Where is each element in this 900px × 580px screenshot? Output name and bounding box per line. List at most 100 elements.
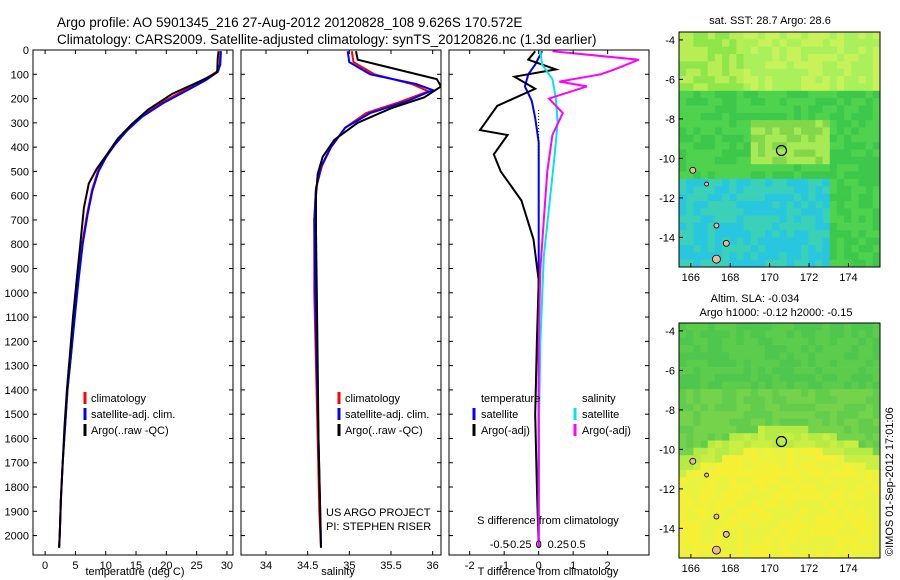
- map-cell: [729, 259, 737, 268]
- map-cell: [808, 352, 816, 361]
- map-cell: [729, 105, 737, 114]
- top-tick-label: 0.5: [570, 539, 585, 551]
- map-cell: [851, 403, 859, 412]
- map-cell: [700, 521, 709, 529]
- map-cell: [851, 425, 859, 434]
- map-cell: [829, 68, 838, 77]
- x-tick-label: 35: [343, 560, 355, 572]
- map-cell: [758, 440, 766, 449]
- map-cell: [714, 440, 723, 449]
- sla-map-title-line-1: Altim. SLA: -0.034: [711, 293, 800, 305]
- map-cell: [822, 411, 831, 419]
- map-cell: [722, 433, 730, 441]
- map-cell: [729, 455, 737, 463]
- map-cell: [779, 323, 788, 331]
- map-cell: [872, 543, 881, 551]
- map-cell: [844, 411, 852, 419]
- map-cell: [815, 127, 823, 136]
- map-cell: [679, 98, 687, 106]
- map-cell: [872, 83, 881, 92]
- map-cell: [793, 418, 802, 427]
- map-cell: [736, 90, 744, 99]
- map-cell: [765, 403, 773, 412]
- legend-label-argo: Argo(..raw -QC): [91, 425, 169, 437]
- map-cell: [772, 259, 780, 268]
- map-cell: [714, 83, 723, 92]
- map-cell: [750, 455, 759, 463]
- map-cell: [700, 513, 709, 522]
- map-cell: [686, 337, 694, 346]
- series-line-temperature-argo-adj-: [478, 50, 560, 548]
- series-line-argo-raw-qc-: [315, 51, 441, 548]
- map-cell: [808, 389, 816, 397]
- map-cell: [736, 259, 744, 268]
- map-cell: [872, 142, 881, 150]
- map-cell: [714, 54, 723, 62]
- map-cell: [793, 178, 802, 187]
- map-cell: [750, 259, 759, 268]
- map-cell: [765, 550, 773, 559]
- map-cell: [815, 359, 823, 368]
- map-cell: [772, 389, 780, 397]
- map-y-tick-label: -4: [665, 35, 675, 47]
- map-cell: [750, 193, 759, 202]
- map-cell: [844, 455, 852, 463]
- map-cell: [786, 149, 795, 158]
- map-cell: [851, 222, 859, 231]
- map-cell: [772, 352, 780, 361]
- map-cell: [808, 484, 816, 493]
- map-cell: [714, 76, 723, 84]
- map-cell: [822, 337, 831, 346]
- map-cell: [858, 90, 867, 99]
- map-cell: [707, 215, 716, 224]
- map-cell: [872, 112, 881, 121]
- map-y-tick-label: -6: [665, 74, 675, 86]
- map-cell: [865, 83, 874, 92]
- map-cell: [750, 200, 759, 209]
- map-cell: [793, 112, 802, 121]
- map-cell: [686, 389, 694, 397]
- map-cell: [808, 330, 816, 338]
- map-cell: [793, 46, 802, 55]
- map-cell: [801, 142, 809, 150]
- map-cell: [822, 352, 831, 361]
- map-cell: [707, 367, 716, 375]
- map-cell: [779, 193, 788, 202]
- map-cell: [844, 83, 852, 92]
- map-cell: [707, 259, 716, 268]
- map-cell: [829, 433, 838, 441]
- map-cell: [851, 127, 859, 136]
- map-cell: [851, 32, 859, 40]
- map-cell: [722, 337, 730, 346]
- map-cell: [736, 440, 744, 449]
- map-cell: [865, 499, 874, 507]
- map-cell: [686, 112, 694, 121]
- map-cell: [693, 222, 701, 231]
- map-cell: [707, 389, 716, 397]
- map-cell: [844, 418, 852, 427]
- map-cell: [872, 411, 881, 419]
- map-cell: [722, 46, 730, 55]
- map-cell: [801, 127, 809, 136]
- map-cell: [765, 127, 773, 136]
- map-cell: [750, 230, 759, 238]
- map-cell: [858, 484, 867, 493]
- map-cell: [836, 39, 845, 47]
- y-tick-label: 1900: [5, 506, 29, 518]
- map-cell: [765, 142, 773, 150]
- map-cell: [707, 543, 716, 551]
- map-cell: [865, 359, 874, 368]
- map-cell: [815, 186, 823, 194]
- map-cell: [872, 259, 881, 268]
- map-cell: [729, 469, 737, 478]
- map-cell: [686, 477, 694, 485]
- map-cell: [786, 521, 795, 529]
- map-cell: [822, 76, 831, 84]
- map-cell: [779, 46, 788, 55]
- map-cell: [729, 543, 737, 551]
- map-cell: [836, 245, 845, 253]
- map-cell: [786, 499, 795, 507]
- x-tick-label: 0: [42, 560, 48, 572]
- map-cell: [743, 230, 752, 238]
- map-cell: [829, 208, 838, 216]
